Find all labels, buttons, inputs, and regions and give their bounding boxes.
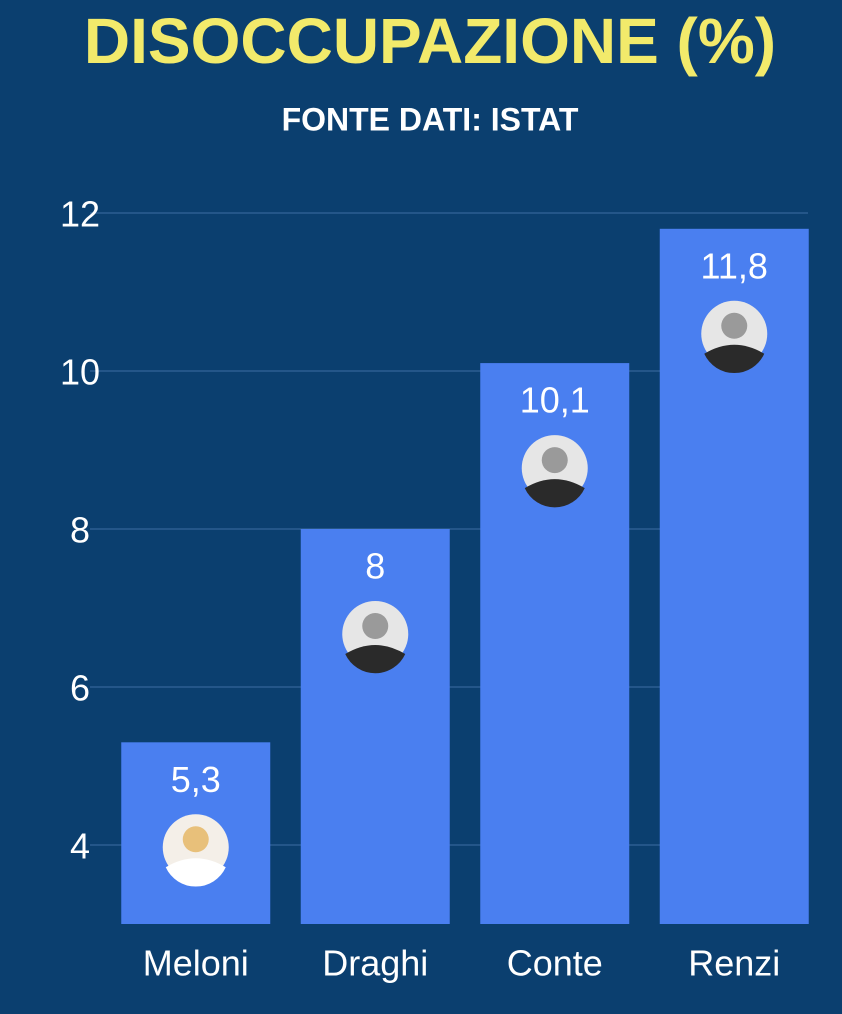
x-tick-label: Draghi: [322, 943, 428, 984]
bar: [300, 529, 450, 924]
portrait-head: [362, 613, 389, 639]
portrait-body: [704, 344, 765, 374]
chart-subtitle: FONTE DATI: ISTAT: [282, 101, 579, 137]
value-label: 5,3: [171, 759, 221, 800]
value-label: 10,1: [520, 380, 590, 421]
y-tick-label: 6: [70, 668, 90, 709]
x-tick-label: Renzi: [688, 943, 780, 984]
x-tick-label: Meloni: [143, 943, 249, 984]
portrait-head: [721, 312, 748, 339]
y-tick-label: 12: [60, 194, 100, 235]
portrait-body: [345, 645, 406, 674]
x-tick-label: Conte: [507, 943, 603, 984]
y-tick-label: 10: [60, 352, 100, 393]
value-label: 8: [365, 546, 385, 587]
y-tick-label: 8: [70, 510, 90, 551]
portrait-head: [182, 826, 209, 853]
y-tick-label: 4: [70, 826, 90, 867]
portrait-body: [524, 479, 585, 508]
chart-title: DISOCCUPAZIONE (%): [84, 5, 776, 77]
value-label: 11,8: [701, 245, 768, 286]
portrait-body: [165, 858, 226, 887]
portrait-head: [541, 447, 568, 474]
